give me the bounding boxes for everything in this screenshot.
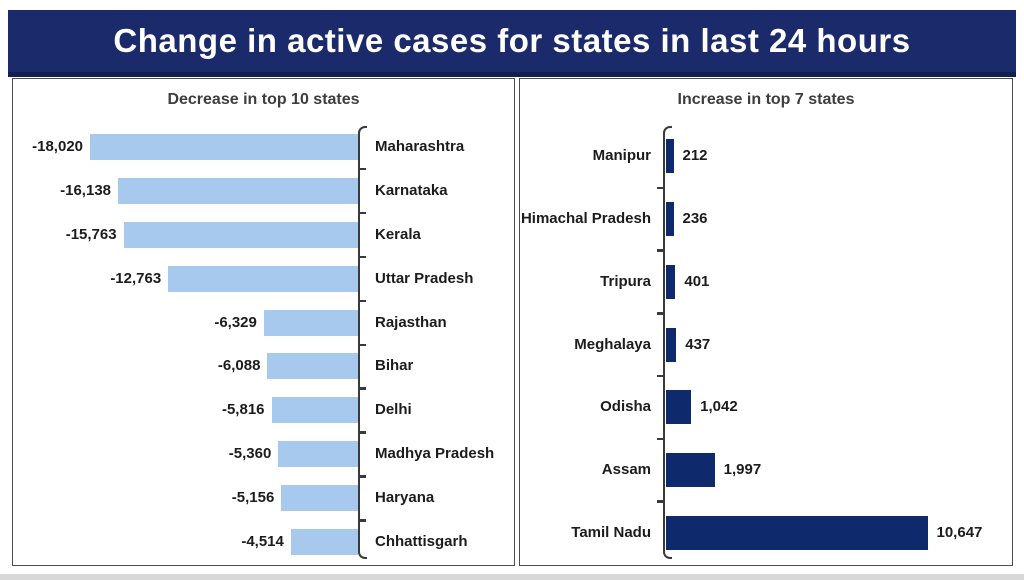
axis-tick [358,167,366,171]
bottom-strip [0,574,1024,580]
bar [665,390,692,425]
value-label: -6,329 [214,313,257,331]
bar [90,133,358,160]
bar [267,353,358,380]
category-label: Kerala [375,225,421,243]
value-label: -12,763 [110,269,162,287]
value-label: -6,088 [217,357,261,375]
value-label: 212 [682,147,708,165]
axis-tick [358,431,366,434]
value-label: -5,816 [221,401,265,419]
title-bar: Change in active cases for states in las… [8,10,1016,77]
bar [665,327,677,362]
axis-tick [657,437,665,441]
bar [168,265,358,292]
value-label: -5,360 [228,445,272,463]
axis-tick [657,312,665,315]
axis-line [358,126,367,559]
bar [665,452,715,487]
page-title: Change in active cases for states in las… [113,22,911,59]
category-label: Tamil Nadu [571,523,651,541]
category-label: Karnataka [375,181,448,199]
bar [263,309,358,336]
increase-chart: 212 Manipur 236 Himachal Pradesh 401 Tripura 4… [520,125,1012,564]
bar [290,529,358,556]
value-label: -18,020 [32,137,83,155]
value-label: 10,647 [936,523,983,541]
axis-tick [657,186,665,190]
decrease-panel-title: Decrease in top 10 states [167,91,360,108]
bar [665,139,674,174]
category-label: Rajasthan [375,313,447,331]
value-label: 401 [684,272,710,290]
axis-tick [657,249,665,252]
axis-tick [358,475,366,478]
bar [278,441,358,468]
category-label: Himachal Pradesh [520,210,651,228]
bar [665,264,676,299]
value-label: -16,138 [60,181,111,199]
category-label: Manipur [592,147,651,165]
value-label: 1,997 [723,460,762,478]
bar [665,515,928,550]
category-label: Maharashtra [375,137,465,155]
decrease-panel: Decrease in top 10 states -18,020 Maharas… [12,78,515,566]
category-label: Bihar [375,357,414,375]
axis-tick [358,519,366,522]
category-label: Odisha [600,398,651,416]
axis-tick [657,374,665,378]
bar [665,202,674,237]
bar [123,221,358,248]
axis-tick [358,299,366,303]
value-label: -4,514 [241,533,284,551]
value-label: -5,156 [231,489,275,507]
value-label: 236 [682,210,708,228]
value-label: 437 [685,335,711,353]
axis-line [663,126,672,559]
value-label: 1,042 [700,398,738,416]
category-label: Assam [601,460,651,478]
increase-panel-title: Increase in top 7 states [677,91,855,108]
category-label: Haryana [375,489,435,507]
category-label: Tripura [600,272,651,290]
category-label: Chhattisgarh [375,533,468,551]
increase-panel: Increase in top 7 states 212 Manipur 236 Hi… [519,78,1013,566]
bar [271,397,358,424]
value-label: -15,763 [65,225,117,243]
axis-tick [358,211,366,215]
category-label: Meghalaya [574,335,651,353]
decrease-chart: -18,020 Maharashtra -16,138 Karnataka -15,76… [13,125,514,564]
bar [281,485,358,512]
axis-tick [657,500,665,503]
category-label: Delhi [375,401,412,419]
category-label: Madhya Pradesh [375,445,495,463]
bar [117,177,358,204]
category-label: Uttar Pradesh [375,269,474,287]
axis-tick [358,255,366,259]
axis-tick [358,343,366,346]
axis-tick [358,387,366,390]
